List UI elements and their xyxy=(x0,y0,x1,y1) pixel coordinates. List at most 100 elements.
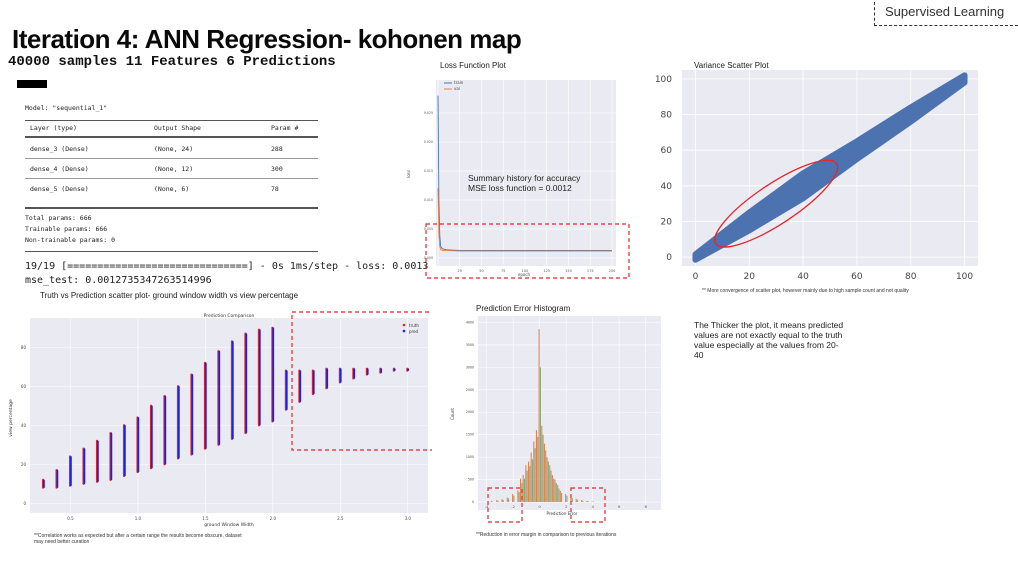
loss-y-tick: 0.010 xyxy=(424,198,433,202)
layer-params: 288 xyxy=(271,145,283,153)
variance-y-tick: 40 xyxy=(661,182,673,192)
comparison-y-tick: 60 xyxy=(21,384,27,389)
histogram-bar-error_b xyxy=(558,488,560,502)
histogram-bar-error_b xyxy=(566,495,568,502)
histogram-x-tick: 6 xyxy=(618,505,620,509)
histogram-bar-error_b xyxy=(531,459,534,502)
mse-test: mse_test: 0.0012735347263514996 xyxy=(25,275,212,286)
loss-plot-caption: Loss Function Plot xyxy=(440,61,506,70)
comparison-x-tick: 3.0 xyxy=(405,516,412,521)
histogram-x-tick: -4 xyxy=(485,505,489,509)
layer-params: 300 xyxy=(271,165,283,173)
variance-x-tick: 40 xyxy=(797,272,809,282)
row-rule xyxy=(25,178,318,179)
histogram-bar-error_a xyxy=(586,500,588,502)
comparison-x-tick: 0.5 xyxy=(67,516,74,521)
loss-y-tick: 0.000 xyxy=(424,256,433,260)
loss-x-tick: 100 xyxy=(522,269,529,273)
variance-y-tick: 100 xyxy=(655,75,672,85)
legend-truth-swatch xyxy=(402,323,406,327)
histogram-right-tail-box xyxy=(570,487,606,523)
histogram-bar-error_a xyxy=(520,478,522,502)
histogram-bar-error_b xyxy=(513,495,515,502)
histogram-bar-error_a xyxy=(501,499,503,502)
comparison-title: Prediction Comparison xyxy=(204,313,255,319)
histogram-bar-error_b xyxy=(502,499,504,502)
row-rule xyxy=(25,158,318,159)
variance-x-tick: 80 xyxy=(905,272,917,282)
histogram-y-tick: 3000 xyxy=(466,365,474,369)
legend-val: val xyxy=(454,86,460,91)
histogram-y-tick: 2000 xyxy=(466,410,474,414)
variance-x-tick: 20 xyxy=(744,272,756,282)
histogram-bar-error_a xyxy=(522,475,524,502)
loss-y-tick: 0.015 xyxy=(424,169,433,173)
loss-xlabel: epoch xyxy=(518,272,531,277)
histogram-bar-error_b xyxy=(555,483,557,502)
histogram-x-tick: 4 xyxy=(592,505,595,509)
histogram-bar-error_b xyxy=(571,497,573,502)
legend-train: train xyxy=(454,80,464,85)
histogram-xlabel: Prediction Error xyxy=(547,511,578,516)
variance-y-tick: 80 xyxy=(661,111,673,121)
layer-name: dense_4 (Dense) xyxy=(30,165,89,173)
loss-annotation-1: Summary history for accuracy xyxy=(468,173,581,183)
histogram-y-tick: 2500 xyxy=(466,388,474,392)
histogram-bar-error_a xyxy=(546,457,548,502)
histogram-bar-error_a xyxy=(506,497,508,502)
histogram-bar-error_a xyxy=(541,425,543,502)
histogram-bar-error_b xyxy=(561,493,563,502)
comparison-x-tick: 2.5 xyxy=(337,516,344,521)
legend-truth: truth xyxy=(409,323,419,328)
comparison-y-tick: 0 xyxy=(23,501,26,506)
layer-name: dense_3 (Dense) xyxy=(30,145,89,153)
loss-plot: 25 50 75 100 125 150 175 200 0.000 0.005 0.010 0.01… xyxy=(406,80,630,279)
loss-y-tick: 0.005 xyxy=(424,227,433,231)
histogram-bar-error_a xyxy=(533,441,535,502)
header-layer: Layer (type) xyxy=(30,124,77,132)
loss-annotation-2: MSE loss function = 0.0012 xyxy=(468,183,572,193)
loss-y-tick: 0.020 xyxy=(424,140,433,144)
layer-shape: (None, 6) xyxy=(154,185,190,193)
redaction-bar xyxy=(17,80,47,88)
histogram-bar-error_b xyxy=(529,466,531,502)
histogram-y-tick: 500 xyxy=(468,478,474,482)
histogram-bar-error_b xyxy=(534,448,536,502)
layer-shape: (None, 24) xyxy=(154,145,194,153)
histogram-bar-error_a xyxy=(530,452,532,502)
variance-x-tick: 60 xyxy=(851,272,863,282)
comparison-highlight-box xyxy=(291,311,432,451)
comparison-footnote-1: **Correlation works as expected but afte… xyxy=(34,533,242,539)
variance-footnote: ** More convergence of scatter plot, how… xyxy=(702,288,909,294)
histogram-bar-error_a xyxy=(580,500,583,502)
variance-x-tick: 100 xyxy=(956,272,973,282)
histogram-bar-error_b xyxy=(587,501,589,502)
loss-series-train xyxy=(437,95,612,251)
variance-plot-caption: Variance Scatter Plot xyxy=(694,61,769,70)
comparison-ylabel: view percentage xyxy=(8,399,14,437)
histogram-bar-error_a xyxy=(570,496,572,502)
layer-params: 78 xyxy=(271,185,279,193)
model-name: Model: "sequential_1" xyxy=(25,104,108,112)
histogram-bar-error_b xyxy=(539,367,541,502)
comparison-x-tick: 1.5 xyxy=(202,516,209,521)
legend-pred-swatch xyxy=(402,329,406,333)
section-tag: Supervised Learning xyxy=(874,2,1018,26)
thickness-note: The Thicker the plot, it means predicted… xyxy=(694,320,844,360)
histogram-bar-error_a xyxy=(535,430,538,502)
histogram-bar-error_b xyxy=(582,500,584,502)
comparison-plot: 0.5 1.0 1.5 2.0 2.5 3.0 0 20 40 60 80 Prediction C… xyxy=(8,311,432,528)
comparison-y-tick: 40 xyxy=(21,423,27,428)
histogram-bar-error_a xyxy=(538,329,540,502)
loss-x-tick: 175 xyxy=(587,269,594,273)
non-trainable-params: Non-trainable params: 0 xyxy=(25,236,116,244)
histogram-plot-area xyxy=(478,316,661,510)
histogram-x-tick: -2 xyxy=(511,505,515,509)
histogram-y-tick: 1500 xyxy=(466,433,474,437)
histogram-bar-error_b xyxy=(576,499,579,502)
slide-subtitle: 40000 samples 11 Features 6 Predictions xyxy=(8,54,336,70)
loss-x-tick: 125 xyxy=(543,269,550,273)
histogram-bar-error_a xyxy=(551,475,553,502)
comparison-x-tick: 2.0 xyxy=(270,516,277,521)
histogram-bar-error_b xyxy=(542,434,544,502)
